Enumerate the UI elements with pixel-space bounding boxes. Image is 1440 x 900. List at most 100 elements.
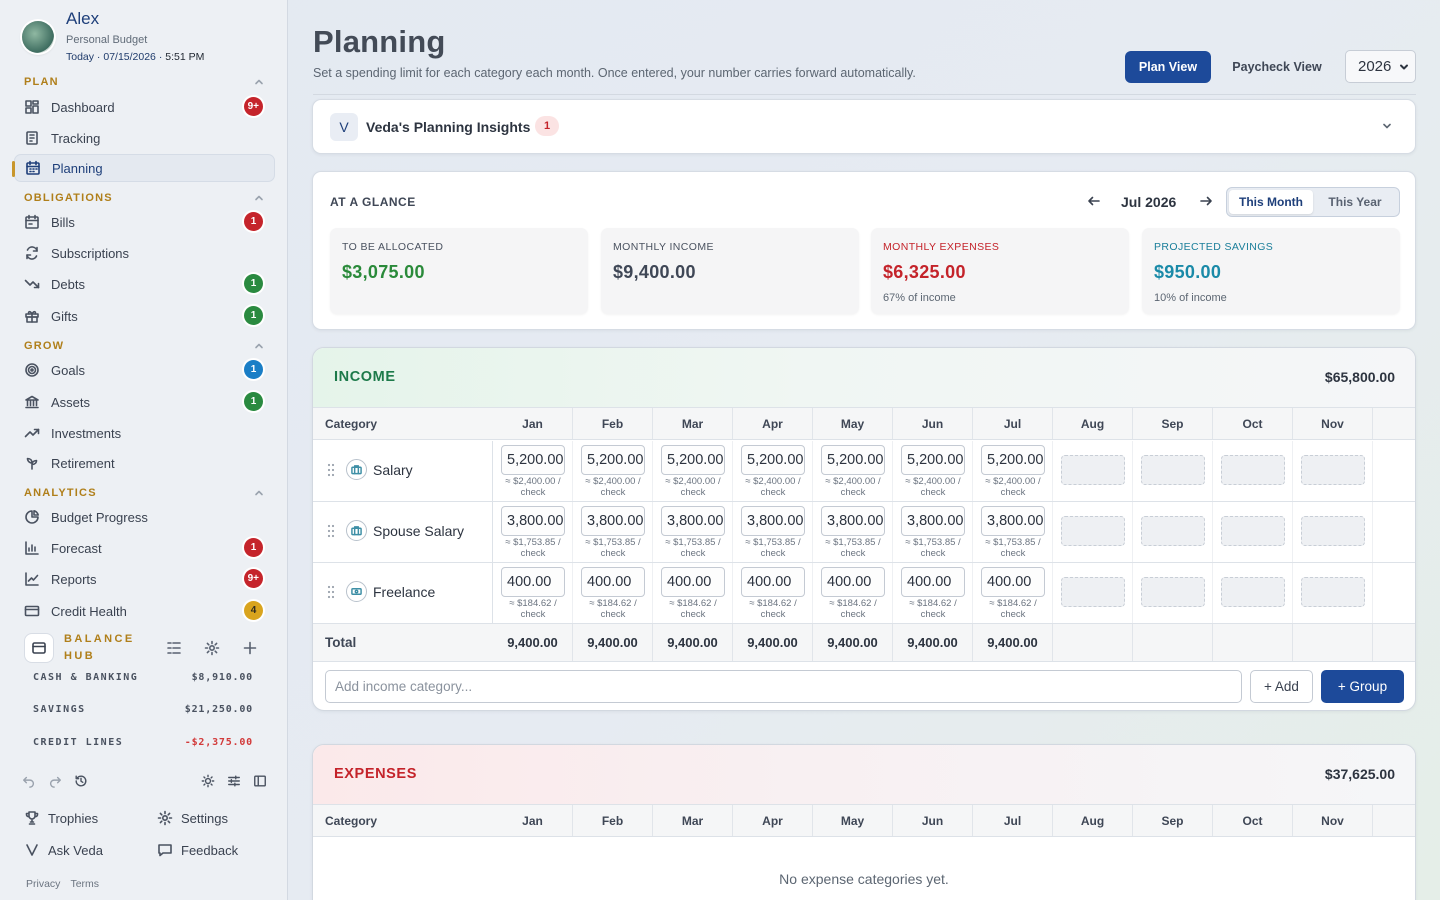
sidebar-item-investments[interactable]: Investments [14,419,275,447]
empty-amount-input[interactable] [1141,577,1205,607]
insights-panel[interactable]: V Veda's Planning Insights 1 [312,99,1416,154]
redo-icon[interactable] [48,774,62,788]
amount-input[interactable]: 5,200.00 [901,445,965,475]
amount-input[interactable]: 5,200.00 [501,445,565,475]
balance-label: CASH & BANKING [33,672,139,683]
avatar[interactable] [22,21,54,53]
add-group-button[interactable]: + Group [1321,670,1404,703]
user-profile[interactable]: Alex Personal Budget Today · 07/15/2026 … [22,8,204,65]
amount-input[interactable]: 5,200.00 [821,445,885,475]
chevron-up-icon[interactable] [253,340,265,352]
sliders-icon[interactable] [227,774,241,788]
sidebar-toggle-icon[interactable] [253,774,267,788]
sidebar-item-gifts[interactable]: Gifts 1 [14,302,275,330]
year-select[interactable]: 2026 [1345,50,1416,83]
sidebar-item-subscriptions[interactable]: Subscriptions [14,239,275,267]
section-obligations[interactable]: OBLIGATIONS [24,192,265,204]
amount-input[interactable]: 400.00 [661,567,725,597]
empty-amount-input[interactable] [1301,455,1365,485]
chevron-up-icon[interactable] [253,487,265,499]
sidebar-item-debts[interactable]: Debts 1 [14,270,275,298]
category-name[interactable]: Salary [373,462,413,478]
empty-amount-input[interactable] [1061,455,1125,485]
settings-link[interactable]: Settings [157,810,228,826]
empty-amount-input[interactable] [1221,516,1285,546]
amount-input[interactable]: 3,800.00 [821,506,885,536]
sidebar-item-planning[interactable]: Planning [12,154,275,182]
amount-input[interactable]: 3,800.00 [501,506,565,536]
plus-icon[interactable] [242,640,258,656]
balance-hub-title-line: HUB [64,650,96,662]
amount-input[interactable]: 5,200.00 [741,445,805,475]
amount-input[interactable]: 3,800.00 [741,506,805,536]
list-icon[interactable] [166,640,182,656]
wallet-icon[interactable] [24,633,54,663]
balance-row-credit-lines[interactable]: CREDIT LINES -$2,375.00 [33,737,253,748]
empty-amount-input[interactable] [1221,455,1285,485]
chevron-down-icon[interactable] [1381,120,1393,132]
section-plan[interactable]: PLAN [24,76,265,88]
sidebar-item-tracking[interactable]: Tracking [14,124,275,152]
this-month-toggle[interactable]: This Month [1229,190,1313,214]
empty-amount-input[interactable] [1301,577,1365,607]
feedback-link[interactable]: Feedback [157,842,238,858]
sidebar-item-assets[interactable]: Assets 1 [14,388,275,416]
paycheck-view-button[interactable]: Paycheck View [1232,60,1322,74]
sidebar-item-label: Debts [51,276,85,292]
sidebar-item-retirement[interactable]: Retirement [14,449,275,477]
category-name[interactable]: Spouse Salary [373,523,465,539]
sidebar-item-goals[interactable]: Goals 1 [14,356,275,384]
arrow-right-icon[interactable] [1199,194,1213,208]
sidebar-item-bills[interactable]: Bills 1 [14,208,275,236]
balance-row-cash[interactable]: CASH & BANKING $8,910.00 [33,672,253,683]
plan-view-button[interactable]: Plan View [1125,51,1211,83]
gear-icon[interactable] [204,640,220,656]
amount-input[interactable]: 5,200.00 [581,445,645,475]
empty-amount-input[interactable] [1141,516,1205,546]
terms-link[interactable]: Terms [70,878,100,890]
add-button[interactable]: + Add [1250,670,1313,703]
chevron-up-icon[interactable] [253,192,265,204]
privacy-link[interactable]: Privacy [26,878,61,890]
section-grow[interactable]: GROW [24,340,265,352]
empty-amount-input[interactable] [1301,516,1365,546]
drag-handle-icon[interactable] [327,585,335,599]
amount-input[interactable]: 400.00 [821,567,885,597]
amount-input[interactable]: 400.00 [901,567,965,597]
add-income-category-input[interactable]: Add income category... [325,670,1242,703]
amount-input[interactable]: 400.00 [501,567,565,597]
stat-value: $9,400.00 [613,262,696,282]
sun-icon[interactable] [201,774,215,788]
section-analytics[interactable]: ANALYTICS [24,487,265,499]
arrow-left-icon[interactable] [1087,194,1101,208]
empty-amount-input[interactable] [1061,516,1125,546]
ask-veda-link[interactable]: Ask Veda [24,842,103,858]
empty-amount-input[interactable] [1061,577,1125,607]
category-name[interactable]: Freelance [373,584,436,600]
per-check-unit: check [760,548,786,559]
drag-handle-icon[interactable] [327,463,335,477]
amount-input[interactable]: 400.00 [981,567,1045,597]
sidebar-item-dashboard[interactable]: Dashboard 9+ [14,93,275,121]
amount-input[interactable]: 3,800.00 [661,506,725,536]
amount-input[interactable]: 400.00 [741,567,805,597]
balance-row-savings[interactable]: SAVINGS $21,250.00 [33,704,253,715]
empty-amount-input[interactable] [1141,455,1205,485]
amount-input[interactable]: 5,200.00 [981,445,1045,475]
sidebar-item-credit-health[interactable]: Credit Health 4 [14,597,275,625]
sidebar-item-budget-progress[interactable]: Budget Progress [14,503,275,531]
trophies-link[interactable]: Trophies [24,810,98,826]
sidebar-item-forecast[interactable]: Forecast 1 [14,534,275,562]
drag-handle-icon[interactable] [327,524,335,538]
amount-input[interactable]: 3,800.00 [901,506,965,536]
empty-amount-input[interactable] [1221,577,1285,607]
amount-input[interactable]: 3,800.00 [581,506,645,536]
amount-input[interactable]: 5,200.00 [661,445,725,475]
sidebar-item-reports[interactable]: Reports 9+ [14,565,275,593]
history-icon[interactable] [74,774,88,788]
chevron-up-icon[interactable] [253,76,265,88]
amount-input[interactable]: 400.00 [581,567,645,597]
undo-icon[interactable] [22,774,36,788]
this-year-toggle[interactable]: This Year [1328,195,1382,209]
amount-input[interactable]: 3,800.00 [981,506,1045,536]
